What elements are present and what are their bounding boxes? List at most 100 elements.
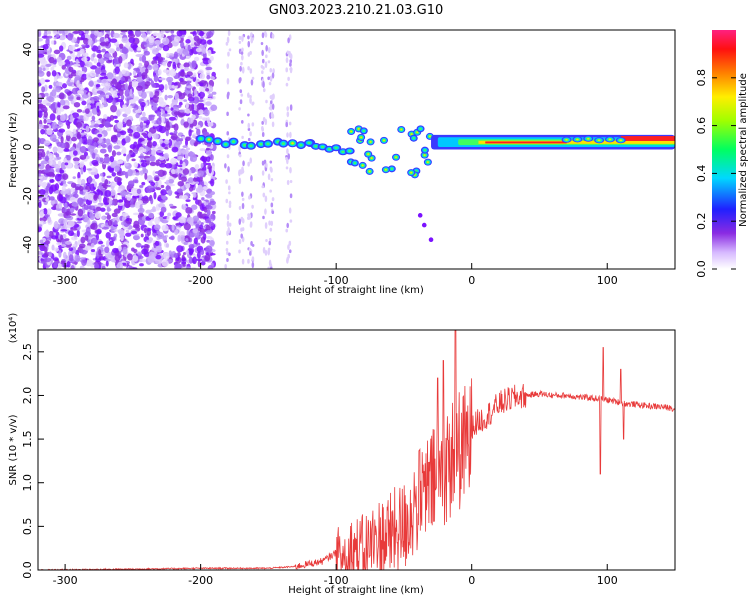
spectrogram-noise-blob [38,225,42,233]
spectrogram-xtick-label: -200 [188,274,213,287]
spectrogram-noise-blob [288,249,292,254]
spectrogram-signal-blob [395,156,398,159]
spectrogram-signal-blob [249,144,253,148]
spectrogram-noise-blob [265,99,268,104]
spectrogram-noise-blob [160,30,166,34]
spectrogram-noise-blob [194,56,200,62]
snr-xlabel: Height of straight line (km) [288,585,424,596]
spectrogram-noise-blob [96,62,101,67]
spectrogram-noise-blob [104,246,110,254]
spectrogram-noise-blob [96,188,101,196]
spectrogram-noise-blob [289,193,293,199]
spectrogram-noise-blob [206,31,214,38]
spectrogram-noise-blob [224,163,227,169]
spectrogram-noise-blob [54,173,62,182]
spectrogram-noise-blob [241,66,245,74]
spectrogram-noise-blob [288,121,292,126]
spectrogram-noise-blob [200,162,204,168]
spectrogram-noise-blob [142,111,146,118]
spectrogram-noise-blob [124,89,130,98]
spectrogram-noise-blob [120,190,127,197]
spectrogram-noise-blob [141,32,147,39]
spectrogram-ytick-label: -40 [21,236,34,254]
colorbar-tick-label: 0.4 [695,165,708,183]
spectrogram-noise-blob [38,151,43,159]
spectrogram-noise-blob [46,63,52,67]
spectrogram-noise-blob [38,190,42,194]
spectrogram-noise-blob [104,153,109,158]
spectrogram-noise-blob [43,207,48,215]
spectrogram-noise-blob [144,172,148,180]
spectrogram-noise-blob [181,261,187,265]
spectrogram-signal-blob [619,139,623,142]
spectrogram-signal-blob [334,146,338,149]
spectrogram-noise-blob [249,97,252,104]
spectrogram-noise-blob [135,112,140,119]
spectrogram-noise-blob [164,163,173,169]
spectrogram-noise-blob [101,96,105,103]
spectrogram-noise-blob [224,263,227,269]
spectrogram-noise-blob [45,37,50,46]
spectrogram-ylabel: Frequency (Hz) [8,112,19,188]
spectrogram-noise-blob [113,208,121,214]
spectrogram-noise-blob [268,240,272,246]
spectrogram-noise-blob [170,30,175,34]
snr-ytick-label: 2.0 [21,387,34,405]
spectrogram-noise-blob [83,37,90,45]
spectrogram-noise-blob [79,145,87,154]
spectrogram-noise-blob [125,200,130,204]
spectrogram-noise-blob [103,156,111,164]
spectrogram-xtick-label: -100 [324,274,349,287]
spectrogram-noise-blob [76,80,80,88]
spectrogram-noise-blob [51,89,57,97]
spectrogram-noise-blob [247,213,250,217]
spectrogram-noise-blob [68,44,76,52]
snr-frame [37,329,676,571]
spectrogram-noise-blob [112,247,119,254]
spectrogram-noise-blob [192,196,197,201]
spectrogram-noise-blob [206,116,211,124]
spectrogram-noise-blob [81,258,87,266]
spectrogram-noise-blob [104,53,112,58]
spectrogram-noise-blob [65,133,71,142]
spectrogram-noise-blob [120,76,126,82]
spectrogram-noise-blob [269,266,273,269]
spectrogram-noise-blob [47,30,52,35]
spectrogram-noise-blob [139,184,144,188]
spectrogram-noise-blob [82,214,88,218]
spectrogram-noise-blob [155,245,163,253]
spectrogram-noise-blob [271,121,275,128]
spectrogram-noise-blob [195,124,201,130]
spectrogram-noise-blob [249,50,252,55]
spectrogram-noise-blob [183,121,189,128]
spectrogram-noise-blob [64,238,70,242]
spectrogram-noise-blob [201,117,207,121]
spectrogram-noise-blob [95,83,101,88]
spectrogram-signal-blob [390,167,394,170]
spectrogram-noise-blob [132,70,137,76]
spectrogram-noise-blob [268,237,272,242]
spectrogram-noise-blob [46,70,51,77]
spectrogram-noise-blob [196,251,201,259]
spectrogram-noise-blob [209,240,215,246]
spectrogram-noise-blob [116,180,122,186]
spectrogram-noise-blob [53,49,61,55]
spectrogram-noise-blob [165,124,171,131]
spectrogram-noise-blob [179,30,187,35]
spectrogram-noise-blob [38,110,43,119]
spectrogram-noise-blob [80,167,84,175]
spectrogram-noise-blob [38,182,46,187]
spectrogram-noise-blob [227,91,230,96]
spectrogram-noise-blob [261,170,265,176]
spectrogram-noise-blob [269,100,273,105]
spectrogram-noise-blob [185,147,191,151]
spectrogram-noise-blob [262,81,265,88]
spectrogram-noise-blob [74,43,79,47]
spectrogram-noise-blob [116,132,121,138]
spectrogram-noise-blob [127,105,133,109]
spectrogram-noise-blob [126,194,132,201]
spectrogram-noise-blob [137,138,144,146]
spectrogram-noise-blob [62,105,70,110]
spectrogram-noise-blob [251,76,255,80]
spectrogram-noise-blob [227,226,231,234]
